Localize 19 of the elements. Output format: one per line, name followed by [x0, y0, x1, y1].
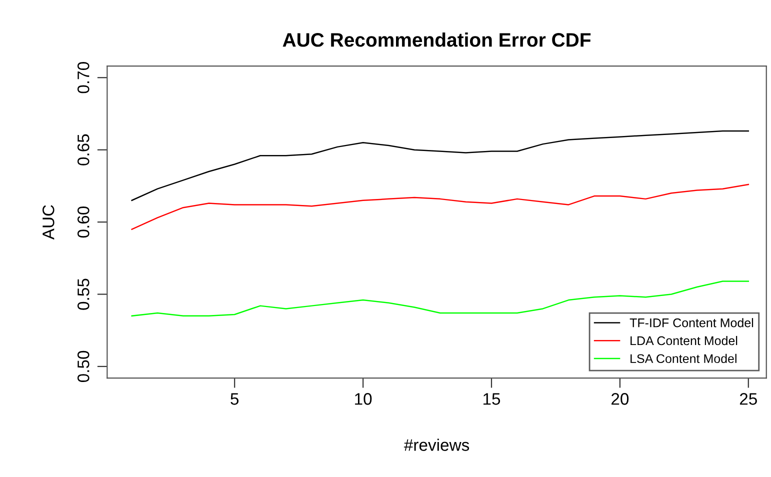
line-series — [131, 130, 750, 202]
x-tick-label: 5 — [230, 393, 239, 405]
x-tick-label: 25 — [740, 393, 757, 405]
y-tick-label: 0.70 — [77, 62, 90, 94]
y-tick-label: 0.55 — [77, 278, 90, 310]
legend-label: LSA Content Model — [630, 354, 736, 364]
x-axis-title: #reviews — [404, 438, 470, 451]
legend-label: LDA Content Model — [630, 336, 738, 346]
x-tick-label: 10 — [355, 393, 372, 405]
legend-label: TF-IDF Content Model — [630, 318, 754, 328]
line-series — [131, 184, 750, 230]
x-tick-label: 20 — [612, 393, 629, 405]
y-tick-label: 0.60 — [77, 206, 90, 238]
x-tick-label: 15 — [483, 393, 500, 405]
y-tick-label: 0.65 — [77, 134, 90, 166]
line-series — [131, 280, 750, 317]
y-axis-title: AUC — [42, 205, 54, 240]
chart-title: AUC Recommendation Error CDF — [282, 32, 591, 47]
y-tick-label: 0.50 — [77, 350, 90, 382]
